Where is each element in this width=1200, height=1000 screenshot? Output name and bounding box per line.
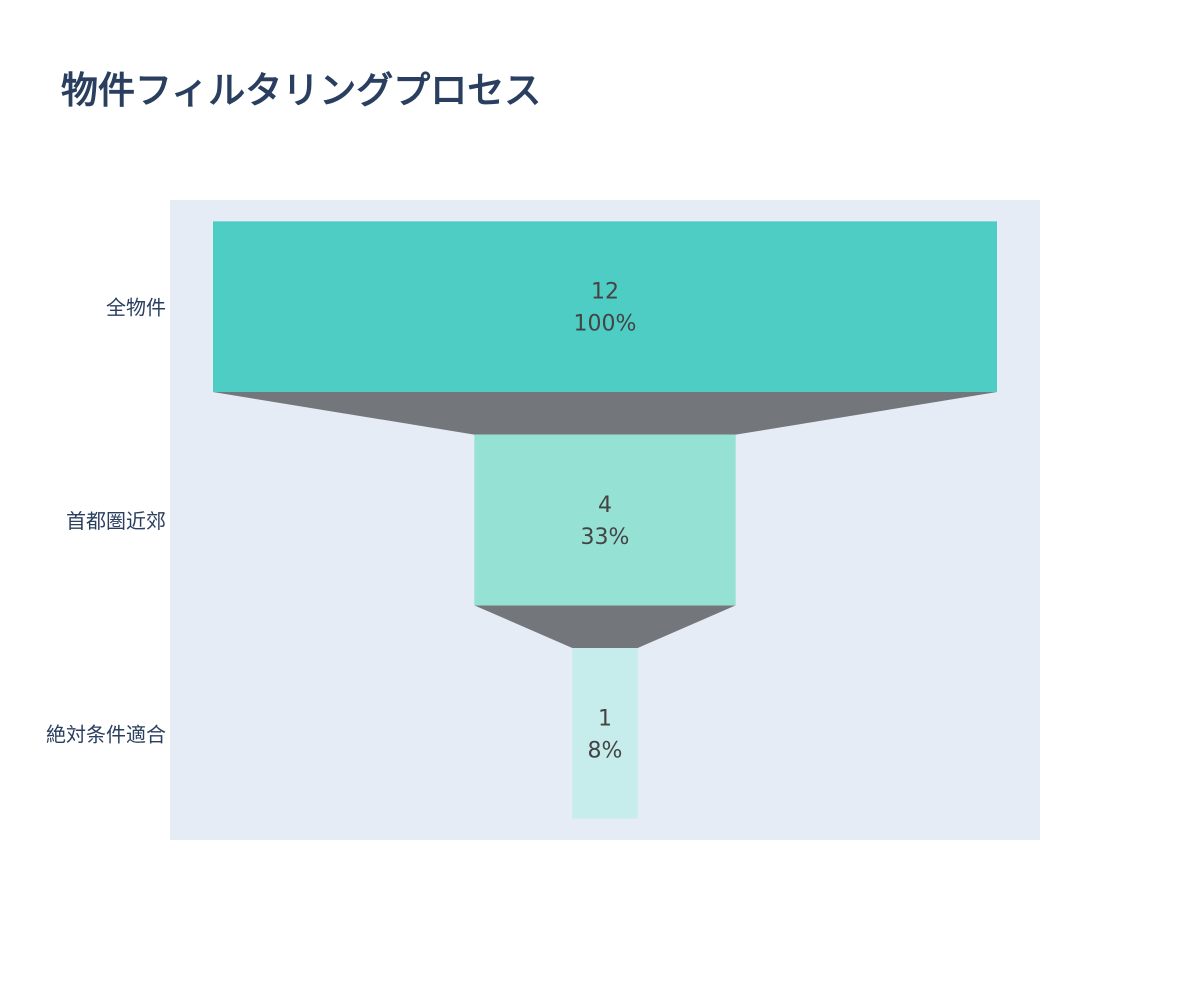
category-tick-label: 全物件 <box>106 296 166 320</box>
funnel-bar <box>213 221 997 392</box>
percent-label: 100% <box>574 312 637 337</box>
funnel-connector <box>213 392 997 435</box>
category-tick-label: 首都圏近郊 <box>66 509 166 533</box>
funnel-connector <box>474 605 736 648</box>
percent-label: 33% <box>581 525 630 550</box>
funnel-bar <box>572 648 638 819</box>
value-label: 1 <box>598 706 612 731</box>
value-label: 12 <box>591 280 619 305</box>
percent-label: 8% <box>588 738 623 763</box>
funnel-bar <box>474 434 736 606</box>
category-tick-label: 絶対条件適合 <box>46 722 166 746</box>
chart-title: 物件フィルタリングプロセス <box>61 69 542 112</box>
value-label: 4 <box>598 493 612 518</box>
